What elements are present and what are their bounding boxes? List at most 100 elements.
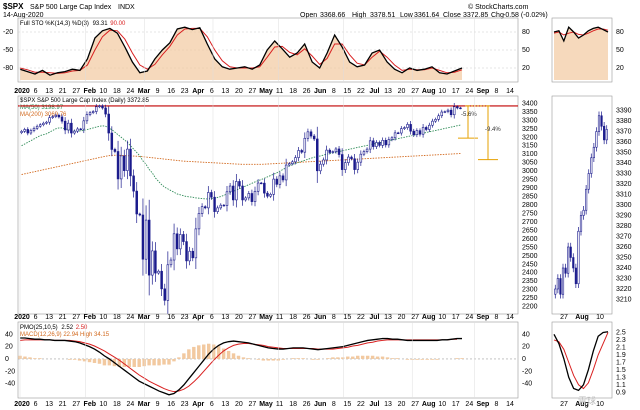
pmo-hist-bar bbox=[351, 356, 355, 359]
pmo-legend-v2: 2.50 bbox=[76, 325, 88, 331]
candle-body bbox=[207, 192, 210, 209]
x-tick-label: 27 bbox=[249, 314, 257, 321]
sto-zoom-right-tick-label: 20 bbox=[616, 65, 624, 72]
index-name: S&P 500 Large Cap Index bbox=[30, 4, 112, 11]
pmo-hist-bar bbox=[117, 358, 122, 367]
x-tick-label: 8 bbox=[494, 88, 498, 95]
credit: © StockCharts.com bbox=[468, 3, 529, 11]
pmo-hist-bar bbox=[236, 355, 241, 359]
pmo-hist-bar bbox=[460, 358, 464, 359]
pmo-hist-bar bbox=[221, 348, 226, 359]
pmo-hist-bar bbox=[197, 345, 201, 359]
price-ytick-label: 3350 bbox=[522, 109, 538, 116]
zoom-candle-body bbox=[569, 246, 572, 258]
x-tick-label: 10 bbox=[438, 314, 446, 321]
zoom-candle-body bbox=[585, 188, 588, 211]
pmo-signal-line bbox=[19, 338, 458, 393]
x-tick-label: 9 bbox=[156, 88, 160, 95]
pmo-hist-bar bbox=[420, 358, 424, 360]
pmo-hist-bar bbox=[157, 358, 161, 366]
x-tick-label: 6 bbox=[210, 314, 214, 321]
pmo-legend-name: PMO(25,10,5) bbox=[20, 325, 58, 331]
x-tick-label: 26 bbox=[303, 401, 311, 408]
zoom-price-ytick-label: 3350 bbox=[616, 150, 632, 157]
candle-body bbox=[32, 127, 36, 131]
zoom-price-ytick-label: 3240 bbox=[616, 265, 632, 272]
x-tick-label: 20 bbox=[398, 88, 406, 95]
zoom-pmo-ytick-label: 2.5 bbox=[616, 329, 626, 336]
candle-body bbox=[362, 151, 366, 155]
pmo-hist-bar bbox=[23, 356, 27, 359]
pmo-hist-bar bbox=[370, 355, 375, 359]
close-label: Close bbox=[443, 12, 461, 19]
candle-body bbox=[231, 185, 235, 201]
zoom-price-ytick-label: 3310 bbox=[616, 192, 632, 199]
candle-body bbox=[191, 250, 194, 259]
x-tick-label: 8 bbox=[332, 88, 336, 95]
x-tick-label: 18 bbox=[289, 314, 297, 321]
candle-body bbox=[116, 151, 120, 180]
pmo-hist-bar bbox=[266, 358, 271, 361]
zoom-x-tick-label: 27 bbox=[560, 401, 568, 408]
zoom-candle-body bbox=[579, 215, 583, 232]
pmo-hist-bar bbox=[405, 358, 410, 360]
pmo-hist-bar bbox=[390, 358, 395, 359]
pmo-hist-bar bbox=[147, 358, 151, 366]
pmo-hist-bar bbox=[455, 358, 459, 359]
price-ytick-label: 2600 bbox=[522, 236, 538, 243]
zoom-price-ytick-label: 3290 bbox=[616, 213, 632, 220]
candle-body bbox=[415, 130, 419, 136]
zoom-x-tick-label: 10 bbox=[596, 314, 604, 321]
zoom-candle-body bbox=[554, 288, 557, 295]
pmo-hist-bar bbox=[137, 358, 141, 367]
x-tick-label: 26 bbox=[303, 88, 311, 95]
pmo-hist-bar bbox=[331, 357, 335, 359]
close-value: 3372.85 bbox=[463, 12, 488, 19]
price-ytick-label: 2800 bbox=[522, 202, 538, 209]
zoom-sto-fill bbox=[554, 27, 608, 80]
zoom-candle-body bbox=[574, 267, 577, 285]
x-tick-label: Sep bbox=[476, 401, 489, 408]
x-tick-label: 11 bbox=[276, 88, 283, 95]
candle-body bbox=[288, 163, 291, 166]
x-tick-label: Apr bbox=[192, 88, 204, 95]
x-tick-label: Feb bbox=[84, 314, 96, 321]
candle-body bbox=[334, 148, 338, 152]
x-tick-label: 18 bbox=[113, 88, 121, 95]
candle-body bbox=[440, 111, 444, 117]
candle-body bbox=[126, 148, 129, 171]
pmo-hist-bar bbox=[182, 353, 186, 359]
candle-body bbox=[347, 156, 350, 163]
pmo-hist-bar bbox=[97, 358, 102, 364]
x-tick-label: Feb bbox=[84, 401, 96, 408]
zoom-candle-body bbox=[567, 246, 570, 274]
zoom-price-ytick-label: 3390 bbox=[616, 108, 632, 115]
zoom-price-ytick-label: 3250 bbox=[616, 255, 632, 262]
symbol: $SPX bbox=[3, 2, 24, 11]
x-tick-label: 22 bbox=[357, 314, 365, 321]
zoom-candle-body bbox=[590, 157, 593, 174]
candle-body bbox=[76, 128, 79, 132]
candle-body bbox=[266, 192, 269, 197]
price-ytick-label: 3000 bbox=[522, 168, 538, 175]
zoom-price-ytick-label: 3330 bbox=[616, 171, 632, 178]
pmo-legend: PMO(25,10,5) 2.52 2.50 bbox=[20, 325, 88, 331]
x-tick-label: 21 bbox=[59, 401, 67, 408]
candle-body bbox=[238, 181, 241, 187]
candle-body bbox=[443, 111, 447, 113]
candle-body bbox=[26, 129, 30, 134]
candle-body bbox=[247, 193, 251, 199]
zoom-layer: 3390 3380 3370 3360 3350 3340 3330 3320 3310 3300… bbox=[553, 26, 632, 408]
pmo-hist-bar bbox=[346, 356, 350, 359]
x-tick-label: Jun bbox=[314, 314, 326, 321]
candle-body bbox=[378, 142, 381, 146]
zoom-pmo-line bbox=[553, 331, 609, 392]
x-tick-label: Jul bbox=[369, 401, 379, 408]
low-label: Low bbox=[400, 12, 414, 19]
x-tick-label: 13 bbox=[45, 401, 53, 408]
candle-body bbox=[421, 127, 425, 135]
pmo-hist-bar bbox=[92, 358, 97, 363]
sto-zoom-right-tick-label: 50 bbox=[616, 47, 624, 54]
pmo-line bbox=[20, 337, 462, 396]
candle-body bbox=[154, 250, 157, 274]
